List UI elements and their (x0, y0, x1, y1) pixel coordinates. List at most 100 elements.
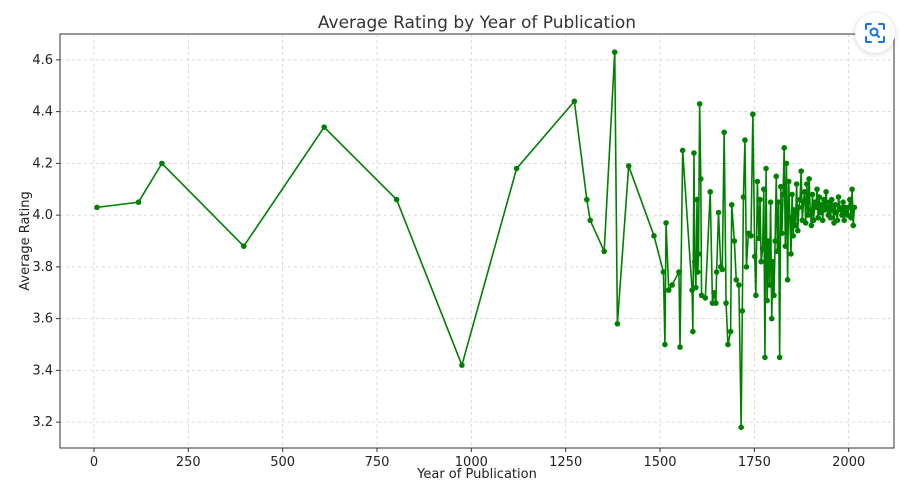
data-point (694, 196, 700, 203)
data-point (733, 277, 740, 283)
data-point (771, 292, 777, 299)
data-point (694, 269, 701, 275)
data-point (792, 222, 799, 229)
data-point (707, 189, 714, 195)
data-point (848, 214, 854, 221)
data-point (762, 354, 768, 361)
data-point (725, 341, 731, 348)
data-point (818, 201, 825, 208)
data-point (159, 160, 165, 167)
data-point (748, 233, 754, 239)
data-point (691, 258, 698, 265)
data-point (801, 189, 808, 195)
data-point (791, 207, 798, 213)
data-point (691, 150, 697, 156)
data-point (819, 217, 826, 224)
data-point (814, 186, 820, 193)
data-point (757, 196, 763, 203)
data-point (816, 194, 823, 200)
data-point (821, 196, 827, 203)
data-point (802, 220, 809, 226)
x-tick-label: 2000 (832, 455, 865, 470)
data-point (731, 238, 738, 244)
x-tick-label: 250 (176, 455, 201, 470)
data-point (751, 253, 758, 260)
data-point (782, 243, 789, 249)
data-point (790, 233, 797, 239)
data-point (766, 282, 773, 288)
data-point (850, 222, 857, 229)
data-point (841, 217, 847, 224)
data-point (742, 137, 748, 143)
scan-icon (865, 23, 885, 43)
x-tick-label: 1250 (549, 455, 582, 470)
grid (60, 34, 894, 448)
data-point (796, 204, 802, 211)
data-point (739, 308, 746, 314)
data-point (738, 424, 744, 431)
data-point (781, 145, 787, 151)
data-point (845, 204, 852, 211)
data-point (614, 321, 621, 327)
data-point (695, 251, 702, 257)
data-point (810, 217, 817, 224)
data-point (806, 176, 812, 182)
data-point (663, 220, 669, 226)
data-point (772, 238, 778, 244)
data-point (393, 196, 400, 203)
data-point (808, 222, 815, 229)
data-point (676, 269, 682, 275)
data-point (827, 214, 834, 221)
data-point (611, 49, 618, 55)
y-tick-label: 3.8 (32, 260, 53, 275)
data-point (768, 315, 775, 322)
data-point (832, 201, 838, 208)
plot-frame (59, 33, 895, 449)
data-point (696, 101, 703, 107)
data-point (459, 362, 465, 369)
data-point (665, 287, 672, 293)
data-point (702, 295, 709, 301)
data-point (721, 129, 727, 136)
data-point (770, 258, 776, 265)
data-point (727, 328, 734, 335)
data-point (693, 284, 699, 291)
data-point (804, 181, 810, 187)
data-point (798, 168, 804, 174)
data-point (677, 344, 683, 350)
data-point (824, 204, 831, 211)
data-point (711, 289, 717, 296)
data-point (833, 209, 840, 216)
y-tick-label: 4.4 (32, 105, 53, 120)
data-point (767, 199, 774, 205)
x-tick-label: 1000 (455, 455, 488, 470)
series-layer (94, 49, 858, 431)
data-point (828, 196, 835, 203)
x-axis-label: Year of Publication (416, 467, 537, 482)
data-point (807, 207, 814, 213)
data-point (660, 269, 667, 275)
data-point (587, 217, 594, 224)
data-point (774, 248, 781, 255)
x-tick-label: 1750 (738, 455, 771, 470)
data-point (776, 354, 783, 361)
data-point (773, 173, 780, 180)
data-point (571, 98, 578, 105)
data-point (758, 258, 764, 265)
data-point (719, 266, 726, 273)
data-point (834, 217, 841, 224)
data-point (715, 209, 722, 216)
data-point (851, 204, 858, 211)
data-point (669, 282, 675, 288)
y-tick-label: 4.2 (32, 156, 53, 171)
data-point (815, 214, 821, 221)
data-point (785, 178, 792, 185)
y-tick-label: 3.6 (32, 312, 53, 327)
data-point (761, 186, 767, 193)
data-point (793, 181, 800, 187)
x-tick-label: 0 (90, 455, 98, 470)
data-point (788, 251, 794, 257)
scan-button[interactable] (855, 13, 895, 53)
y-tick-label: 4.6 (32, 53, 53, 68)
data-point (728, 201, 735, 208)
